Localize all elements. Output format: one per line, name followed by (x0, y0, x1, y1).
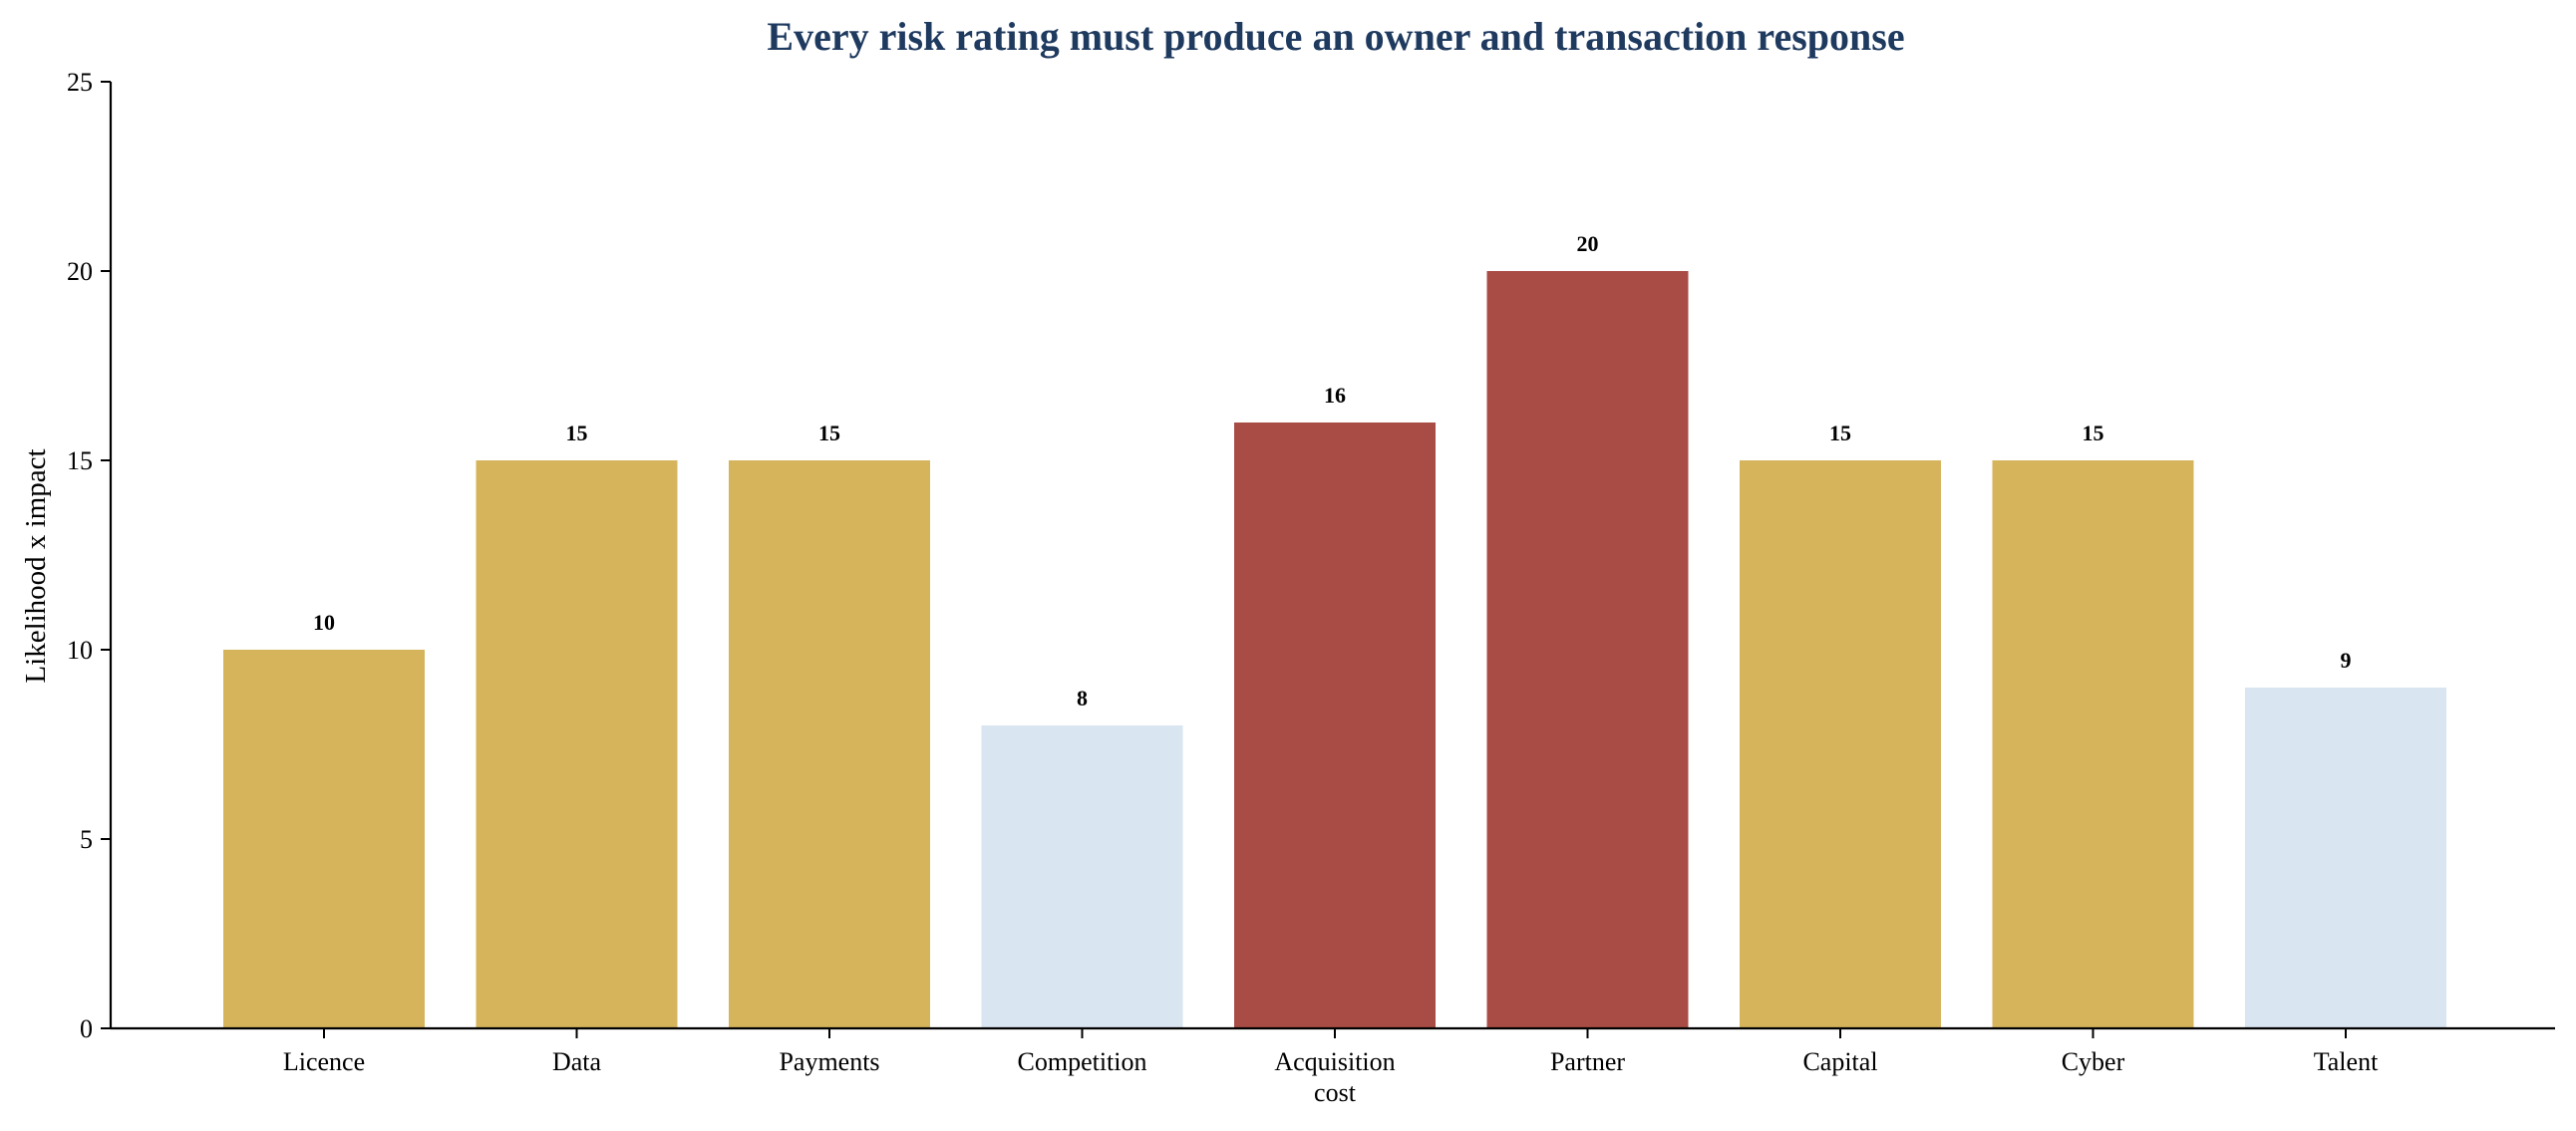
bar-value-label: 15 (1829, 421, 1851, 445)
x-tick-label: Talent (2314, 1047, 2379, 1076)
y-tick-label: 0 (80, 1014, 93, 1043)
x-tick-label: Payments (779, 1047, 879, 1076)
bar (223, 650, 425, 1028)
y-tick-label: 20 (67, 257, 93, 286)
x-tick-label: Partner (1550, 1047, 1625, 1076)
bar (1234, 423, 1436, 1028)
bar (1486, 271, 1689, 1028)
y-tick-label: 25 (67, 68, 93, 97)
bar-value-label: 10 (313, 610, 335, 635)
x-tick-label: Data (552, 1047, 602, 1076)
y-tick-label: 10 (67, 636, 93, 665)
x-tick-label: Licence (283, 1047, 365, 1076)
bar (2245, 688, 2446, 1028)
bars-layer (223, 271, 2446, 1028)
x-tick-label: Acquisition cost (1274, 1047, 1395, 1107)
x-tick-label: Competition (1018, 1047, 1147, 1076)
bar-value-label: 16 (1324, 383, 1346, 408)
bar (1992, 460, 2194, 1028)
y-tick-label: 5 (80, 825, 93, 854)
y-axis-label: Likelihood x impact (20, 448, 52, 683)
chart-title: Every risk rating must produce an owner … (767, 14, 1904, 59)
y-tick-label: 15 (67, 446, 93, 475)
bar (476, 460, 678, 1028)
x-tick-label: Capital (1802, 1047, 1877, 1076)
x-ticks-layer: Licence Data Payments Competition Acquisitio… (283, 1028, 2379, 1107)
bar-value-label: 8 (1077, 686, 1088, 710)
bar-value-label: 15 (566, 421, 588, 445)
bar (1740, 460, 1941, 1028)
axes-layer (109, 82, 2555, 1030)
data-labels-layer: 10 15 15 8 16 20 15 15 9 (313, 231, 2352, 710)
bar-value-label: 15 (2083, 421, 2104, 445)
y-ticks-layer: 0 5 10 15 20 25 (67, 68, 111, 1043)
bar (729, 460, 930, 1028)
bar-value-label: 15 (818, 421, 840, 445)
bar-value-label: 20 (1577, 231, 1599, 256)
bar (981, 725, 1183, 1028)
x-tick-label: Cyber (2062, 1047, 2125, 1076)
bar-value-label: 9 (2341, 648, 2352, 673)
